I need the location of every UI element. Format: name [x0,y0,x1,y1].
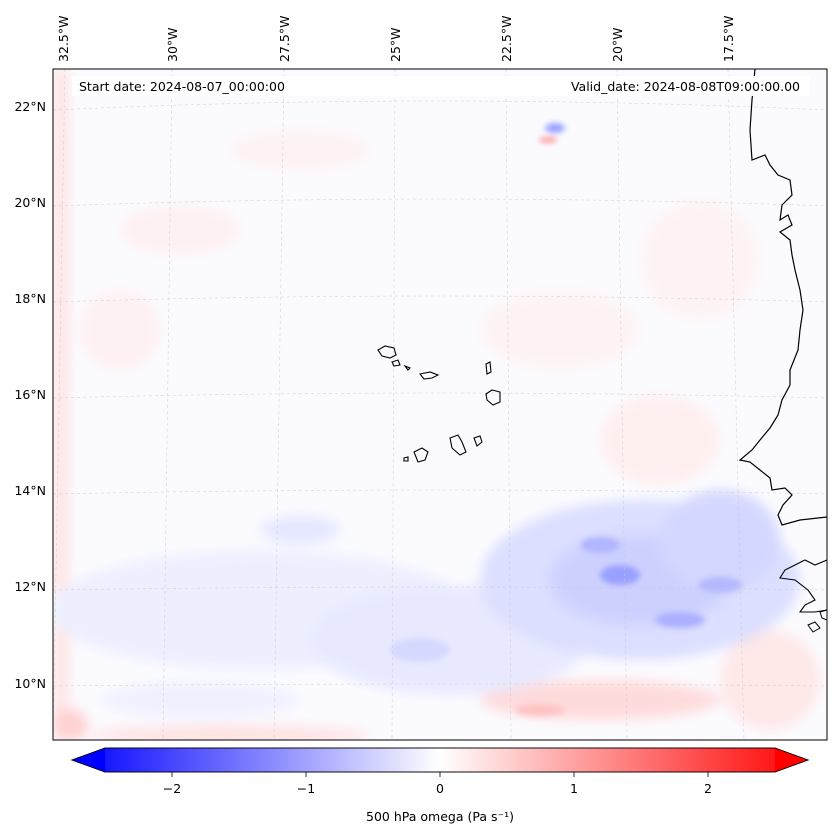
colorbar-extend-min [72,748,105,772]
lat-label-20n: 20°N [14,195,46,210]
lon-label-32-5w: 32.5°W [56,16,71,62]
coastline-guinea [779,559,827,613]
colorbar-tick-label: 0 [436,781,444,796]
colorbar-tick-label: 1 [570,781,578,796]
lon-label-30w: 30°W [165,27,180,62]
gridlines [53,69,827,740]
lon-label-17-5w: 17.5°W [721,16,736,62]
latitude-labels: 22°N 20°N 18°N 16°N 14°N 12°N 10°N [14,99,46,691]
lat-label-16n: 16°N [14,387,46,402]
lat-label-18n: 18°N [14,291,46,306]
colorbar: −2 −1 0 1 2 500 hPa omega (Pa s⁻¹) [70,747,810,824]
lon-label-22-5w: 22.5°W [499,16,514,62]
lat-label-14n: 14°N [14,483,46,498]
valid-date-label: Valid_date: 2024-08-08T09:00:00.00 [571,79,800,94]
lat-label-12n: 12°N [14,579,46,594]
cape-verde-islands [377,345,501,463]
lat-label-10n: 10°N [14,676,46,691]
colorbar-extend-max [775,748,808,772]
colorbar-label: 500 hPa omega (Pa s⁻¹) [366,809,514,824]
colorbar-tick-label: −2 [163,781,181,796]
map-frame [52,68,828,741]
coastline-africa [738,69,827,526]
lat-label-22n: 22°N [14,99,46,114]
map-panel [53,69,827,740]
colorbar-tick-label: −1 [297,781,315,796]
longitude-labels: 32.5°W 30°W 27.5°W 25°W 22.5°W 20°W 17.5… [56,16,736,62]
coastline-islands-bissagos [807,609,827,633]
start-date-label: Start date: 2024-08-07_00:00:00 [79,79,285,94]
colorbar-tick-label: 2 [704,781,712,796]
lon-label-25w: 25°W [388,27,403,62]
colorbar-ticks: −2 −1 0 1 2 [163,772,712,796]
omega-field [53,69,820,740]
lon-label-20w: 20°W [610,27,625,62]
colorbar-body [70,747,810,773]
lon-label-27-5w: 27.5°W [277,16,292,62]
